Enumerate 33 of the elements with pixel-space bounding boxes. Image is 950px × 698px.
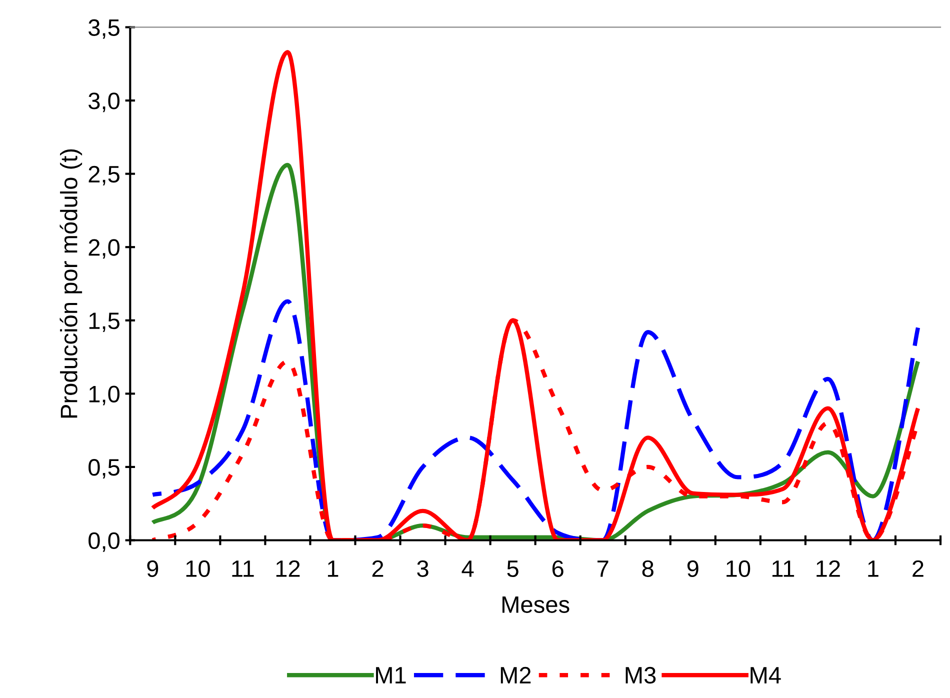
legend-label: M2 <box>500 666 531 684</box>
x-tick-label: 11 <box>772 560 794 577</box>
legend-label: M3 <box>626 666 656 684</box>
y-tick-label: 0,0 <box>88 532 120 552</box>
x-tick-label: 6 <box>552 560 564 578</box>
x-tick-label: 2 <box>372 560 384 577</box>
x-tick-label: 11 <box>232 560 254 577</box>
x-tick-label: 2 <box>912 560 924 577</box>
y-tick-label: 3,5 <box>88 19 120 39</box>
x-tick-label: 8 <box>642 560 654 578</box>
y-tick-label: 1,0 <box>89 386 120 406</box>
x-axis-title: Meses <box>502 596 570 613</box>
y-tick-label: 2,5 <box>88 166 120 186</box>
y-axis-title: Producción por módulo (t) <box>60 149 82 418</box>
line-series <box>150 50 920 540</box>
x-tick-label: 1 <box>328 560 338 577</box>
y-tick-label: 2,0 <box>88 239 120 259</box>
x-tick-label: 1 <box>868 560 878 577</box>
y-tick-label: 3,0 <box>88 92 120 112</box>
x-tick-label: 9 <box>687 560 698 578</box>
legend-label: M1 <box>376 667 406 684</box>
legend-label: M4 <box>750 667 781 684</box>
x-tick-label: 5 <box>507 560 518 578</box>
x-tick-label: 10 <box>186 560 210 578</box>
y-tick-label: 1,5 <box>89 312 120 332</box>
x-tick-label: 9 <box>147 560 158 578</box>
x-tick-label: 7 <box>598 560 608 577</box>
y-tick-label: 0,5 <box>88 459 120 479</box>
x-tick-label: 3 <box>417 560 428 578</box>
x-tick-label: 4 <box>462 560 474 577</box>
x-tick-label: 12 <box>816 560 840 577</box>
x-tick-label: 12 <box>276 560 300 577</box>
x-tick-label: 10 <box>726 560 750 578</box>
